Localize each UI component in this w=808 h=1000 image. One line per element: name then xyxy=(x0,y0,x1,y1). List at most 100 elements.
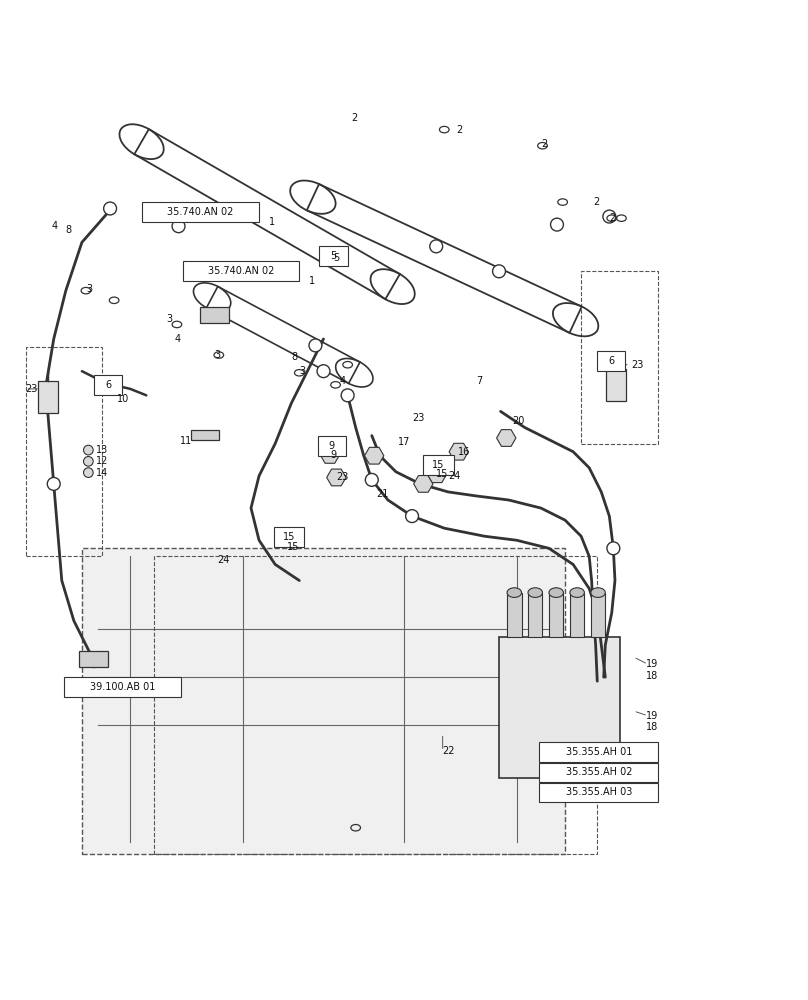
Text: 17: 17 xyxy=(398,437,410,447)
Text: 12: 12 xyxy=(96,456,109,466)
FancyBboxPatch shape xyxy=(64,677,181,697)
Circle shape xyxy=(365,473,378,486)
Text: 6: 6 xyxy=(608,356,614,366)
Text: 3: 3 xyxy=(299,366,305,376)
Ellipse shape xyxy=(591,588,605,597)
Circle shape xyxy=(406,510,419,523)
Text: 18: 18 xyxy=(646,671,658,681)
Text: 1: 1 xyxy=(269,217,275,227)
Polygon shape xyxy=(449,443,469,460)
Text: 2: 2 xyxy=(609,213,616,223)
Text: 22: 22 xyxy=(443,746,455,756)
Text: 23: 23 xyxy=(631,360,643,370)
Circle shape xyxy=(603,210,616,223)
Bar xyxy=(570,593,584,637)
Text: 35.740.AN 02: 35.740.AN 02 xyxy=(208,266,274,276)
Ellipse shape xyxy=(528,588,542,597)
Text: 3: 3 xyxy=(215,350,221,360)
Text: 2: 2 xyxy=(457,125,463,135)
Ellipse shape xyxy=(507,588,521,597)
Text: 10: 10 xyxy=(116,394,128,404)
Circle shape xyxy=(103,202,116,215)
Text: 35.355.AH 03: 35.355.AH 03 xyxy=(566,787,632,797)
Polygon shape xyxy=(414,476,433,492)
Text: 11: 11 xyxy=(180,436,192,446)
Text: 7: 7 xyxy=(477,376,482,386)
Text: 2: 2 xyxy=(351,113,358,123)
FancyBboxPatch shape xyxy=(539,783,659,802)
Text: 20: 20 xyxy=(513,416,525,426)
Circle shape xyxy=(550,218,563,231)
Bar xyxy=(591,593,605,637)
FancyBboxPatch shape xyxy=(94,375,122,395)
Text: 4: 4 xyxy=(175,334,181,344)
Bar xyxy=(507,593,521,637)
Text: 5: 5 xyxy=(333,253,339,263)
Text: 14: 14 xyxy=(96,468,108,478)
Circle shape xyxy=(83,468,93,477)
Circle shape xyxy=(341,389,354,402)
FancyBboxPatch shape xyxy=(597,351,625,371)
Text: 4: 4 xyxy=(339,376,346,386)
Circle shape xyxy=(44,385,56,398)
Bar xyxy=(200,307,229,323)
FancyBboxPatch shape xyxy=(423,455,454,475)
Text: 24: 24 xyxy=(448,471,461,481)
Text: 9: 9 xyxy=(329,441,335,451)
Bar xyxy=(79,651,108,667)
Text: 3: 3 xyxy=(86,284,92,294)
Bar xyxy=(549,593,563,637)
Circle shape xyxy=(48,477,60,490)
Bar xyxy=(38,381,58,413)
Polygon shape xyxy=(497,430,516,446)
Text: 3: 3 xyxy=(166,314,173,324)
Text: 23: 23 xyxy=(412,413,424,423)
Text: 1: 1 xyxy=(309,276,315,286)
Text: 19: 19 xyxy=(646,659,658,669)
Text: 23: 23 xyxy=(26,384,38,394)
Text: 19: 19 xyxy=(646,711,658,721)
Circle shape xyxy=(499,432,511,444)
FancyBboxPatch shape xyxy=(539,742,659,762)
Text: 18: 18 xyxy=(646,722,658,732)
Circle shape xyxy=(493,265,506,278)
Text: 6: 6 xyxy=(105,380,112,390)
Text: 16: 16 xyxy=(458,447,470,457)
FancyBboxPatch shape xyxy=(318,436,346,456)
Circle shape xyxy=(83,445,93,455)
Text: 4: 4 xyxy=(52,221,57,231)
Bar xyxy=(26,347,102,556)
Text: 5: 5 xyxy=(330,251,337,261)
Text: 35.740.AN 02: 35.740.AN 02 xyxy=(167,207,234,217)
Polygon shape xyxy=(320,447,339,463)
Polygon shape xyxy=(364,447,384,464)
Circle shape xyxy=(317,365,330,378)
Text: 23: 23 xyxy=(336,472,349,482)
Text: 2: 2 xyxy=(593,197,600,207)
Bar xyxy=(191,430,219,440)
FancyBboxPatch shape xyxy=(539,763,659,782)
Text: 35.355.AH 01: 35.355.AH 01 xyxy=(566,747,632,757)
Text: 9: 9 xyxy=(330,450,336,460)
Text: 35.355.AH 02: 35.355.AH 02 xyxy=(566,767,632,777)
Circle shape xyxy=(309,339,322,352)
Ellipse shape xyxy=(549,588,563,597)
Text: 21: 21 xyxy=(377,489,389,499)
Bar xyxy=(499,637,620,778)
Text: 13: 13 xyxy=(96,445,108,455)
Bar xyxy=(528,593,542,637)
Ellipse shape xyxy=(570,588,584,597)
Bar xyxy=(581,271,658,444)
Text: 15: 15 xyxy=(283,532,295,542)
FancyBboxPatch shape xyxy=(183,261,299,281)
Circle shape xyxy=(607,542,620,555)
Bar xyxy=(154,556,597,854)
Text: 24: 24 xyxy=(217,555,229,565)
Circle shape xyxy=(87,655,100,667)
Bar xyxy=(82,548,565,854)
Text: 39.100.AB 01: 39.100.AB 01 xyxy=(90,682,155,692)
Circle shape xyxy=(172,220,185,233)
Text: 2: 2 xyxy=(541,139,547,149)
Text: 15: 15 xyxy=(436,469,448,479)
Text: 8: 8 xyxy=(65,225,72,235)
